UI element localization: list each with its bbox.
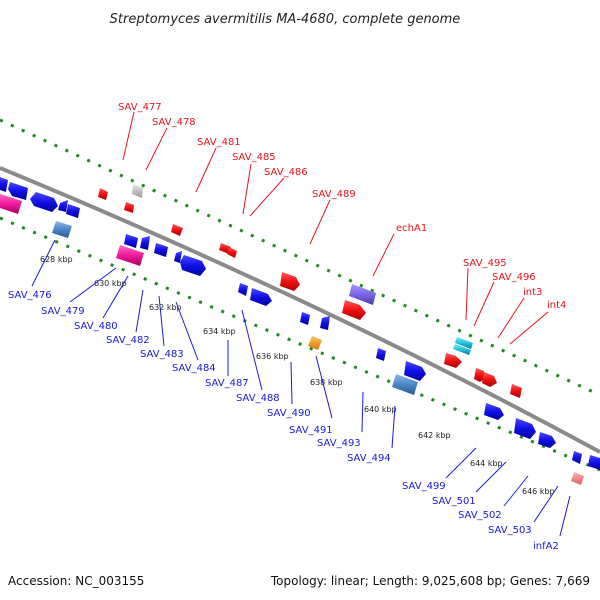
gene-box xyxy=(52,221,72,238)
label-leader-line xyxy=(474,282,494,326)
kbp-label: 634 kbp xyxy=(203,327,236,336)
gene-label-sav-477: SAV_477 xyxy=(118,102,162,113)
label-leader-line xyxy=(146,128,167,170)
gene-label-int3: int3 xyxy=(523,287,542,298)
kbp-label: 638 kbp xyxy=(310,378,343,387)
gene-label-sav-501: SAV_501 xyxy=(432,496,476,507)
kbp-label: 646 kbp xyxy=(522,487,555,496)
label-leader-line xyxy=(243,164,251,214)
gene-label-sav-486: SAV_486 xyxy=(264,167,308,178)
gene-label-sav-488: SAV_488 xyxy=(236,393,280,404)
gene-arrow xyxy=(171,224,183,236)
gene-arrow xyxy=(444,353,462,368)
label-leader-line xyxy=(466,268,468,320)
gene-arrow xyxy=(8,182,28,200)
gene-label-sav-484: SAV_484 xyxy=(172,363,216,374)
gene-arrow xyxy=(58,200,68,212)
upper-tick-track xyxy=(0,120,600,395)
gene-arrow xyxy=(482,372,497,387)
label-leader-line xyxy=(136,290,143,332)
gene-arrow xyxy=(238,283,248,296)
label-leader-line xyxy=(123,112,134,160)
gene-arrow xyxy=(124,202,134,213)
gene-arrow xyxy=(404,361,426,381)
gene-arrow xyxy=(180,255,206,276)
gene-label-sav-495: SAV_495 xyxy=(463,258,507,269)
label-leader-line xyxy=(196,148,216,192)
gene-label-sav-493: SAV_493 xyxy=(317,438,361,449)
gene-label-infa2: infA2 xyxy=(533,541,559,552)
gene-arrow xyxy=(154,243,168,257)
gene-box xyxy=(349,284,376,305)
label-leader-line xyxy=(250,178,284,216)
gene-arrow xyxy=(0,177,8,192)
gene-arrow xyxy=(510,384,522,398)
kbp-label: 636 kbp xyxy=(256,352,289,361)
gene-label-sav-502: SAV_502 xyxy=(458,510,502,521)
kbp-label: 644 kbp xyxy=(470,459,503,468)
map-title: Streptomyces avermitilis MA-4680, comple… xyxy=(110,12,461,27)
gene-label-sav-485: SAV_485 xyxy=(232,152,276,163)
gene-label-sav-496: SAV_496 xyxy=(492,272,536,283)
gene-label-echa1: echA1 xyxy=(396,223,427,234)
gene-label-sav-489: SAV_489 xyxy=(312,189,356,200)
gene-label-sav-479: SAV_479 xyxy=(41,306,85,317)
gene-label-sav-487: SAV_487 xyxy=(205,378,249,389)
gene-label-sav-490: SAV_490 xyxy=(267,408,311,419)
label-leader-line xyxy=(362,392,363,432)
gene-arrow xyxy=(320,316,330,330)
label-leader-line xyxy=(560,496,570,536)
gene-label-sav-491: SAV_491 xyxy=(289,425,333,436)
gene-arrow xyxy=(376,348,386,361)
label-leader-line xyxy=(510,312,548,344)
gene-arrow xyxy=(588,455,600,470)
gene-label-sav-494: SAV_494 xyxy=(347,453,391,464)
gene-arrow xyxy=(250,288,272,306)
gene-arrow xyxy=(30,192,58,212)
gene-label-sav-482: SAV_482 xyxy=(106,335,150,346)
gene-arrow xyxy=(280,272,300,291)
gene-arrow xyxy=(514,418,536,439)
gene-arrow xyxy=(124,234,138,248)
gene-label-int4: int4 xyxy=(547,300,566,311)
label-leader-line xyxy=(498,298,524,338)
gene-label-sav-483: SAV_483 xyxy=(140,349,184,360)
label-leader-line xyxy=(373,234,394,276)
gene-box xyxy=(116,245,144,266)
gene-label-sav-476: SAV_476 xyxy=(8,290,52,301)
gene-label-sav-481: SAV_481 xyxy=(197,137,241,148)
gene-box xyxy=(571,472,584,485)
gene-arrow xyxy=(140,236,150,250)
gene-label-sav-499: SAV_499 xyxy=(402,481,446,492)
genome-summary-text: Topology: linear; Length: 9,025,608 bp; … xyxy=(270,574,590,588)
gene-arrow xyxy=(98,188,108,200)
accession-text: Accession: NC_003155 xyxy=(8,574,144,588)
gene-label-sav-503: SAV_503 xyxy=(488,525,532,536)
label-leader-line xyxy=(291,362,292,404)
forward-features xyxy=(98,184,522,398)
forward-gene-labels: SAV_477 SAV_478 SAV_481 SAV_485 SAV_486 … xyxy=(118,102,566,344)
gene-arrow xyxy=(342,300,366,320)
gene-arrow xyxy=(484,403,504,420)
gene-arrow xyxy=(572,451,582,464)
gene-arrow xyxy=(300,312,310,325)
gene-label-sav-478: SAV_478 xyxy=(152,117,196,128)
gene-arrow xyxy=(66,204,80,218)
gene-label-sav-480: SAV_480 xyxy=(74,321,118,332)
gene-arrow xyxy=(538,432,556,448)
kbp-label: 642 kbp xyxy=(418,431,451,440)
label-leader-line xyxy=(310,200,330,244)
kbp-label: 640 kbp xyxy=(364,405,397,414)
label-leader-line xyxy=(316,356,332,418)
